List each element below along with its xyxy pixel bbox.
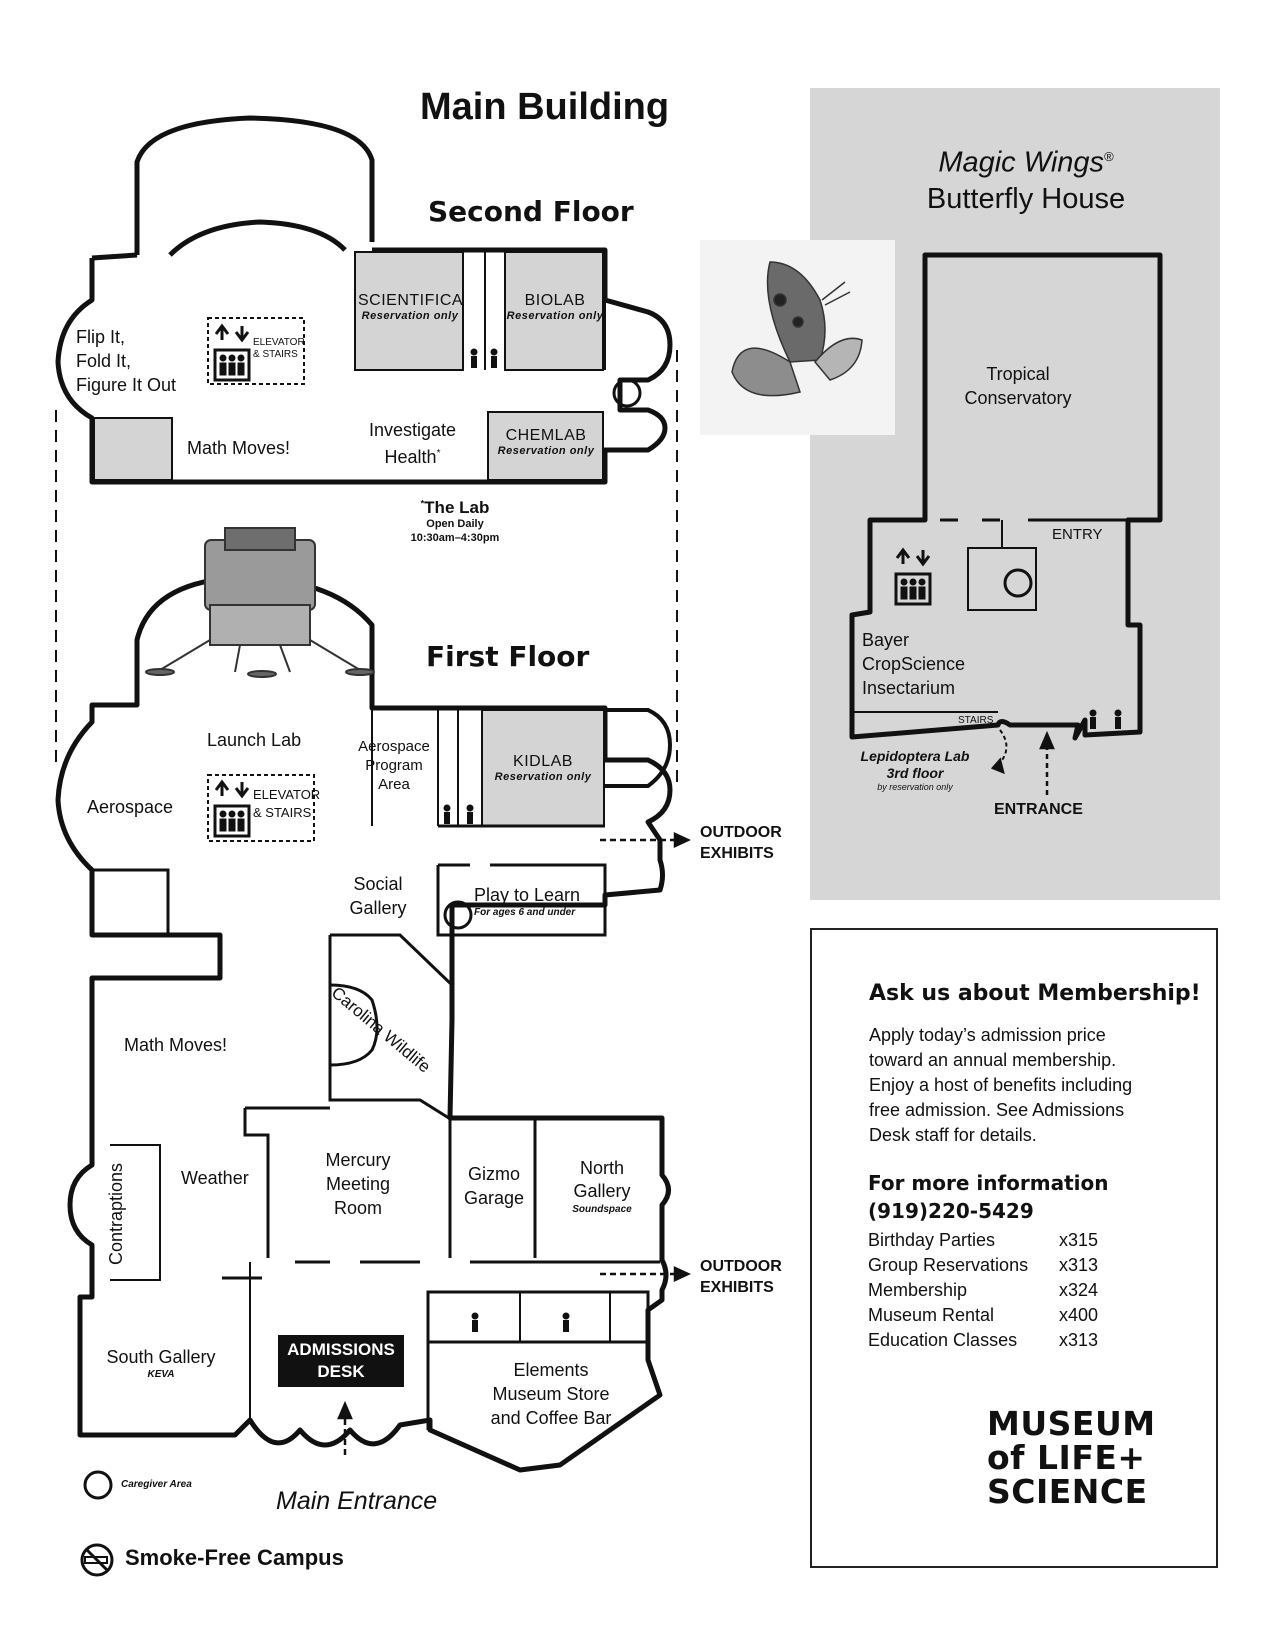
elevator-icon [213, 323, 251, 382]
stairs-label: STAIRS [958, 715, 994, 726]
room-label: Figure It Out [76, 375, 177, 395]
second-floor-plan [55, 115, 673, 485]
room-aerospace-program: Aerospace Program Area [358, 738, 430, 793]
room-label: Flip It, [76, 327, 126, 347]
museum-logo-text: MUSEUM of LIFE+ SCIENCE [987, 1404, 1156, 1511]
second-floor-title: Second Floor [428, 195, 634, 228]
room-kidlab: KIDLAB Reservation only [494, 753, 592, 784]
room-mercury-meeting: Mercury Meeting Room [325, 1150, 391, 1218]
caregiver-legend: Caregiver Area [121, 1479, 192, 1490]
extension-list: Birthday Parties x315 Group Reservations x… [868, 1228, 1098, 1353]
elevator-icon [894, 547, 932, 606]
admissions-desk: ADMISSIONS DESK [278, 1335, 404, 1387]
smoke-free-label: Smoke-Free Campus [125, 1545, 344, 1570]
outdoor-arrows [337, 832, 691, 1455]
room-gizmo-garage: Gizmo Garage [463, 1164, 525, 1208]
entrance-label: ENTRANCE [994, 801, 1083, 818]
second-floor-reserved-rooms [93, 251, 604, 481]
extension-row: Museum Rental x400 [868, 1305, 1098, 1325]
butterfly-house-panel [810, 88, 1220, 900]
lepidoptera-lab-label: Lepidoptera Lab 3rd floor by reservation… [860, 748, 970, 792]
room-play-to-learn: Play to Learn For ages 6 and under [474, 885, 581, 918]
more-info-heading: For more information [868, 1171, 1109, 1195]
building-outline-dashed [55, 350, 678, 790]
outdoor-exhibits-label: OUTDOOR EXHIBITS [700, 824, 782, 862]
restroom-icon [443, 348, 1122, 1332]
room-bayer-insectarium: Bayer CropScience Insectarium [862, 630, 966, 698]
phone-number: (919)220-5429 [868, 1199, 1034, 1223]
lunar-lander-image [145, 527, 375, 678]
no-smoking-icon [80, 1543, 114, 1577]
room-math-moves-first: Math Moves! [124, 1035, 228, 1055]
membership-info-box: Ask us about Membership! Apply today’s a… [810, 928, 1218, 1568]
room-label: Fold It, [76, 351, 132, 371]
room-launch-lab: Launch Lab [207, 730, 302, 750]
room-chemlab: CHEMLAB Reservation only [497, 427, 595, 458]
room-flip-it: Flip It, Fold It, Figure It Out [76, 325, 176, 397]
kidlab-room [481, 709, 605, 827]
first-floor-title: First Floor [426, 640, 590, 673]
scientifica-room [354, 251, 464, 371]
room-south-gallery: South Gallery KEVA [106, 1347, 216, 1380]
chemlab-room [487, 411, 604, 481]
room-elements-store: Elements Museum Store and Coffee Bar [490, 1360, 612, 1428]
the-lab-note: *The Lab Open Daily 10:30am–4:30pm [410, 498, 500, 544]
butterfly-image [700, 240, 895, 435]
room-aerospace: Aerospace [87, 797, 174, 817]
butterfly-house-title: Magic Wings® Butterfly House [926, 146, 1126, 215]
room-weather: Weather [181, 1168, 249, 1188]
membership-heading: Ask us about Membership! [869, 981, 1201, 1006]
biolab-room [504, 251, 604, 371]
main-building-title: Main Building [420, 86, 670, 128]
extension-row: Education Classes x313 [868, 1330, 1098, 1350]
extension-row: Group Reservations x313 [868, 1255, 1098, 1275]
extension-row: Membership x324 [868, 1280, 1098, 1300]
elevator-icon [213, 779, 251, 838]
outdoor-exhibits-label: OUTDOOR EXHIBITS [700, 1258, 782, 1296]
extension-row: Birthday Parties x315 [868, 1230, 1098, 1250]
room-tropical-conservatory: Tropical Conservatory [964, 364, 1072, 408]
elevator-label-second: ELEVATOR & STAIRS [253, 337, 305, 360]
room-investigate-health: Investigate Health* [368, 420, 457, 467]
room-scientifica: SCIENTIFICA Reservation only [358, 292, 464, 323]
room-contraptions: Contraptions [106, 1162, 126, 1265]
room-north-gallery: North Gallery Soundspace [572, 1158, 632, 1215]
caregiver-icon [83, 378, 1033, 1500]
elevator-label-first: ELEVATOR & STAIRS [253, 787, 321, 820]
room-social-gallery: Social Gallery [349, 874, 407, 918]
butterfly-house-plan [849, 252, 1163, 741]
room-biolab: BIOLAB Reservation only [506, 292, 604, 323]
membership-body: Apply today’s admission price toward an … [869, 1025, 1133, 1145]
entry-label: ENTRY [1052, 526, 1103, 543]
room-math-moves-second: Math Moves! [187, 438, 291, 458]
storage-room-second [93, 417, 173, 481]
main-entrance-label: Main Entrance [276, 1487, 438, 1515]
